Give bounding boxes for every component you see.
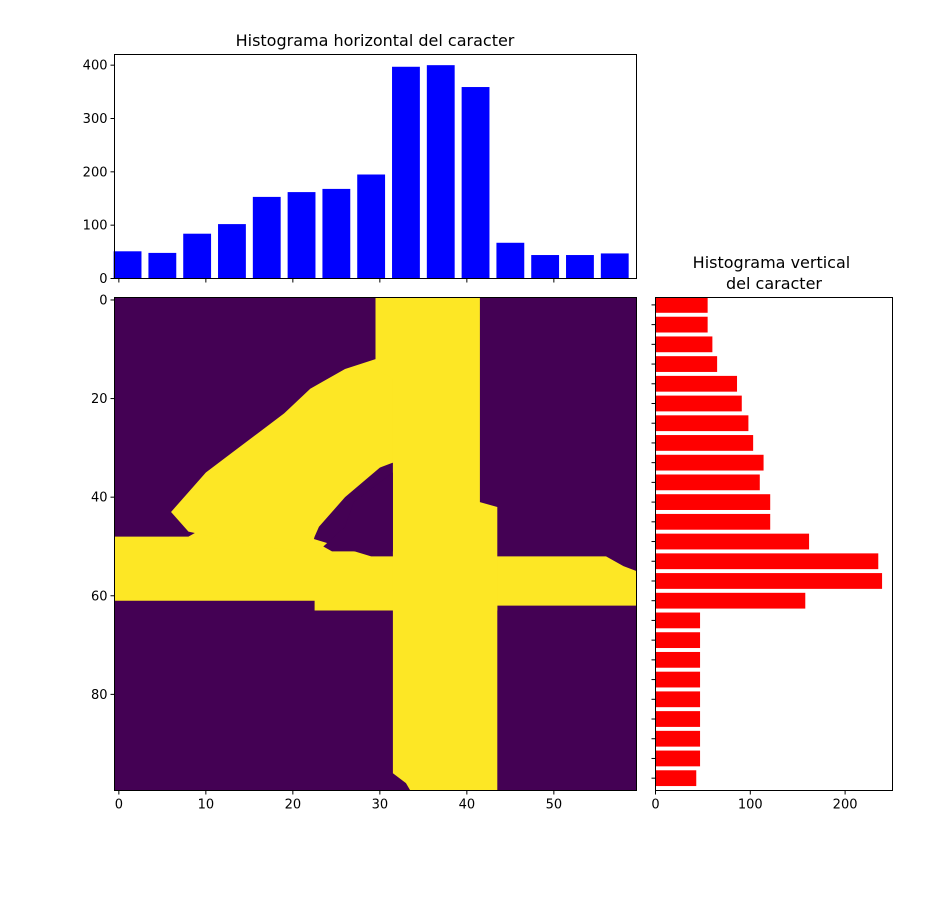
x-tick-label: 0 <box>651 798 659 813</box>
y-tick-label: 300 <box>83 112 108 127</box>
horizontal-histogram-bar <box>531 255 560 279</box>
horizontal-histogram-bar <box>496 242 525 279</box>
y-tick-label: 100 <box>83 219 108 234</box>
vertical-histogram-bar <box>655 415 749 432</box>
horizontal-histogram-bar <box>183 233 212 279</box>
image-ticks: 0 10 20 30 40 50 0 20 40 60 80 <box>91 293 562 812</box>
horizontal-histogram-bar <box>287 192 316 279</box>
x-tick-label: 40 <box>459 798 476 813</box>
vertical-histogram-bar <box>655 513 771 530</box>
horizontal-histogram-ticks: 0 100 200 300 400 <box>83 59 555 287</box>
vertical-histogram-bar <box>655 454 764 471</box>
glyph-counter <box>323 472 393 552</box>
vertical-histogram-bar <box>655 297 708 313</box>
horizontal-histogram-title: Histograma horizontal del caracter <box>236 31 515 50</box>
vertical-histogram-bar <box>655 356 718 372</box>
horizontal-histogram-bar <box>148 252 177 279</box>
vertical-histogram-ticks: 0 100 200 <box>651 304 858 813</box>
vertical-histogram-bar <box>655 750 701 767</box>
vertical-histogram-bar <box>655 671 701 688</box>
x-tick-label: 0 <box>115 798 123 813</box>
x-tick-label: 10 <box>198 798 215 813</box>
vertical-histogram-bars <box>655 297 883 787</box>
horizontal-histogram-bar <box>566 255 594 279</box>
horizontal-histogram-bar <box>218 224 246 279</box>
horizontal-histogram-bar <box>322 188 351 279</box>
horizontal-histogram-bar <box>600 253 629 279</box>
character-glyph <box>114 297 637 791</box>
image-frame <box>114 297 637 791</box>
vertical-histogram-bar <box>655 711 701 727</box>
vertical-histogram-bar <box>655 592 806 609</box>
horizontal-histogram-bar <box>357 174 386 279</box>
vertical-histogram-title-line-1: Histograma vertical <box>693 253 851 272</box>
horizontal-histogram-bar <box>461 87 490 279</box>
vertical-histogram-panel: Histograma vertical del caracter 0 100 200 <box>651 253 893 813</box>
vertical-histogram-bar <box>655 651 701 668</box>
vertical-histogram-title-line-2: del caracter <box>726 274 822 293</box>
glyph-stem <box>375 297 498 791</box>
vertical-histogram-bar <box>655 730 701 747</box>
horizontal-histogram-bars <box>113 65 629 279</box>
vertical-histogram-bar <box>655 494 771 510</box>
x-tick-label: 50 <box>546 798 563 813</box>
character-image-panel: 0 10 20 30 40 50 0 20 40 60 80 <box>91 293 637 813</box>
y-tick-label: 0 <box>99 293 107 308</box>
vertical-histogram-bar <box>655 573 883 589</box>
vertical-histogram-bar <box>655 770 697 787</box>
vertical-histogram-bar <box>655 375 738 392</box>
vertical-histogram-bar <box>655 612 701 629</box>
vertical-histogram-bar <box>655 474 760 491</box>
vertical-histogram-bar <box>655 435 754 451</box>
horizontal-histogram-frame <box>114 54 637 279</box>
y-tick-label: 200 <box>83 165 108 180</box>
horizontal-histogram-bar <box>392 66 420 279</box>
horizontal-histogram-bar <box>252 196 281 279</box>
vertical-histogram-bar <box>655 691 701 708</box>
y-tick-label: 60 <box>91 589 108 604</box>
vertical-histogram-bar <box>655 533 810 550</box>
horizontal-histogram-panel: Histograma horizontal del caracter 0 100 2… <box>83 31 637 287</box>
vertical-histogram-title: Histograma vertical del caracter <box>693 253 856 293</box>
x-tick-label: 30 <box>372 798 389 813</box>
y-tick-label: 80 <box>91 688 108 703</box>
vertical-histogram-frame <box>655 297 893 791</box>
vertical-histogram-bar <box>655 336 713 353</box>
y-tick-label: 400 <box>83 59 108 74</box>
y-tick-label: 40 <box>91 491 108 506</box>
x-tick-label: 20 <box>285 798 302 813</box>
vertical-histogram-bar <box>655 316 708 333</box>
x-tick-label: 100 <box>738 798 763 813</box>
vertical-histogram-bar <box>655 553 879 570</box>
y-tick-label: 0 <box>99 272 107 287</box>
horizontal-histogram-bar <box>426 65 455 279</box>
vertical-histogram-bar <box>655 395 742 412</box>
y-tick-label: 20 <box>91 392 108 407</box>
x-tick-label: 200 <box>833 798 858 813</box>
horizontal-histogram-bar <box>113 251 142 279</box>
vertical-histogram-bar <box>655 632 701 649</box>
glyph-diagonal <box>171 359 393 552</box>
